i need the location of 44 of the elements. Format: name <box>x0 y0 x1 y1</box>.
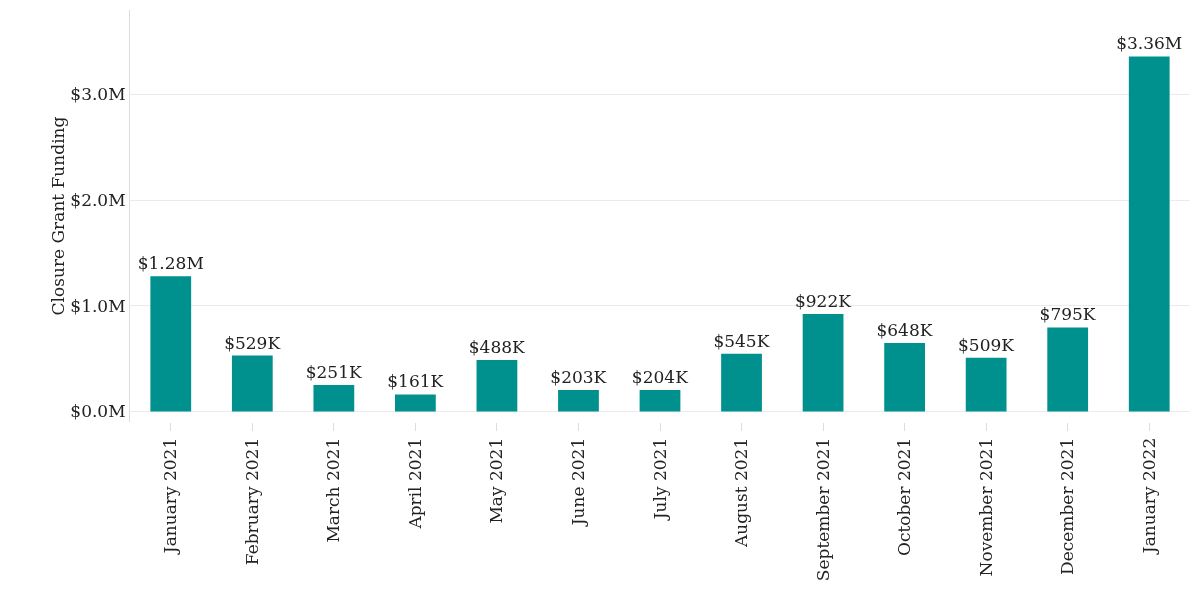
data-label: $3.36M <box>1116 33 1183 54</box>
x-tick-label: February 2021 <box>241 437 262 566</box>
bar <box>313 384 355 412</box>
data-label: $545K <box>713 330 770 351</box>
data-label: $1.28M <box>137 253 204 274</box>
x-tick-label: August 2021 <box>731 437 752 549</box>
y-tick-label: $0.0M <box>70 401 126 422</box>
y-tick-label: $2.0M <box>70 190 126 211</box>
bar <box>1128 56 1170 412</box>
bar <box>150 276 192 412</box>
data-label: $488K <box>468 336 526 357</box>
data-label: $648K <box>876 319 933 340</box>
x-tick-label: May 2021 <box>486 437 507 524</box>
bar <box>395 394 436 412</box>
bar <box>884 342 925 412</box>
y-axis-title: Closure Grant Funding <box>48 116 69 316</box>
x-tick-label: November 2021 <box>975 437 996 577</box>
bar <box>639 389 681 412</box>
x-tick-label: April 2021 <box>404 437 425 530</box>
x-tick-label: March 2021 <box>323 437 344 543</box>
bar <box>476 359 518 412</box>
data-label: $204K <box>631 366 689 387</box>
y-tick-label: $1.0M <box>70 295 126 316</box>
bar <box>721 353 762 412</box>
x-tick-label: July 2021 <box>649 437 670 522</box>
x-tick-label: September 2021 <box>812 437 833 582</box>
bar <box>802 314 844 412</box>
y-tick-label: $3.0M <box>70 84 126 105</box>
data-label: $795K <box>1039 304 1096 325</box>
data-label: $509K <box>958 334 1015 355</box>
data-label: $203K <box>550 366 607 387</box>
bar <box>1047 327 1089 412</box>
bar <box>558 389 599 412</box>
data-label: $251K <box>305 361 362 382</box>
data-label: $529K <box>224 332 281 353</box>
bar <box>965 357 1007 412</box>
x-tick-label: June 2021 <box>567 437 588 528</box>
data-label: $161K <box>387 371 444 392</box>
x-tick-label: January 2022 <box>1138 437 1159 556</box>
x-tick-label: December 2021 <box>1057 437 1078 575</box>
x-tick-label: October 2021 <box>894 437 915 557</box>
bar <box>231 355 273 412</box>
x-tick-label: January 2021 <box>160 437 181 556</box>
data-label: $922K <box>794 291 852 312</box>
